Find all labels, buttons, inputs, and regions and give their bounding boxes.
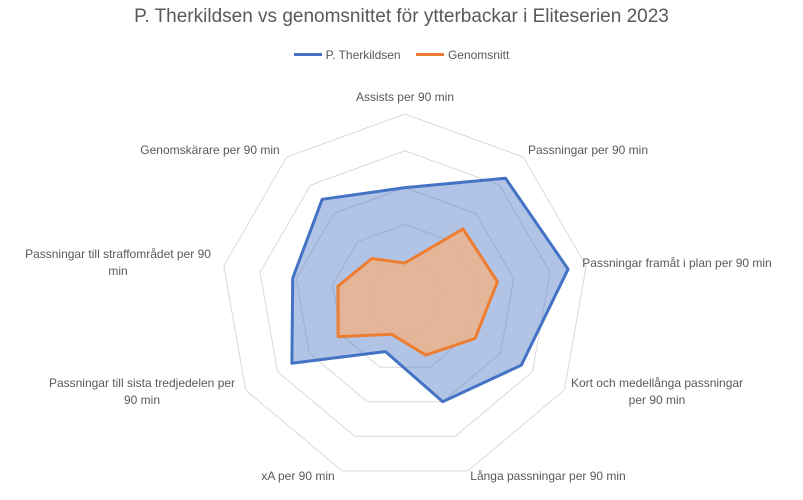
legend-label-genomsnitt: Genomsnitt [447, 47, 510, 62]
axis-label-5: xA per 90 min [261, 469, 334, 483]
axis-label-8: Genomskärare per 90 min [140, 143, 279, 157]
grid-ring-4 [259, 150, 551, 437]
axis-label-3: Kort och medellånga passningar per 90 min [571, 376, 743, 407]
legend-swatch-genomsnitt [415, 53, 444, 56]
axis-label-6: Passningar till sista tredjedelen per 90 … [49, 376, 235, 407]
chart-title: P. Therkildsen vs genomsnittet för ytter… [134, 6, 669, 27]
axis-label-2: Passningar framåt i plan per 90 min [582, 256, 771, 270]
grid-ring-3 [295, 187, 515, 403]
axis-label-1: Passningar per 90 min [528, 143, 648, 157]
grid-ring-5 [223, 113, 587, 472]
radar-series [290, 176, 570, 404]
series-genomsnitt-area [336, 227, 499, 357]
radar-axis-labels: Assists per 90 min Passningar per 90 min P… [25, 90, 772, 483]
axis-label-0: Assists per 90 min [356, 90, 454, 104]
legend: P. Therkildsen Genomsnitt [0, 45, 803, 62]
legend-label-therkildsen: P. Therkildsen [325, 47, 401, 62]
legend-item-therkildsen: P. Therkildsen [293, 47, 401, 62]
axis-label-7: Passningar till straffområdet per 90 min [25, 247, 211, 278]
legend-swatch-therkildsen [293, 53, 322, 56]
axis-label-4: Långa passningar per 90 min [470, 469, 625, 483]
legend-item-genomsnitt: Genomsnitt [415, 47, 510, 62]
